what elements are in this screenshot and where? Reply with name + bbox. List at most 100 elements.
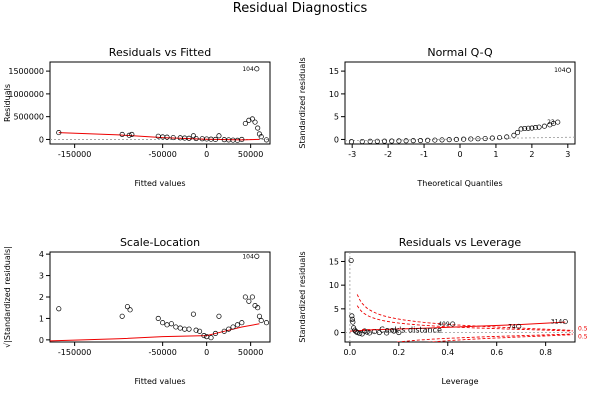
data-point	[216, 133, 222, 139]
data-point	[468, 136, 474, 142]
data-point	[403, 138, 409, 144]
figure-title: Residual Diagnostics	[233, 1, 368, 16]
data-point	[160, 134, 166, 140]
smooth-line	[58, 132, 260, 141]
point-label: 409	[438, 321, 450, 328]
x-tick-label: -150000	[58, 348, 91, 357]
data-point	[160, 320, 166, 326]
x-tick-label: 3	[565, 150, 570, 159]
data-point	[242, 294, 248, 300]
y-tick-label: 5	[334, 305, 339, 314]
data-point	[350, 319, 356, 325]
x-axis-label: Fitted values	[134, 179, 185, 188]
data-point	[164, 322, 170, 328]
y-tick-label: 1500000	[8, 67, 44, 76]
data-point	[425, 137, 431, 143]
y-tick-label: 0	[39, 336, 44, 345]
point-label: 104	[242, 66, 254, 73]
data-point	[348, 139, 355, 144]
data-point	[450, 321, 456, 327]
data-point	[258, 134, 264, 140]
data-point	[514, 130, 521, 136]
x-tick-label: 0	[457, 150, 462, 159]
data-point	[410, 138, 416, 144]
cooks-distance-contour	[426, 334, 573, 342]
x-tick-label: -50000	[148, 150, 176, 159]
panel-title: Residuals vs Fitted	[109, 46, 211, 59]
contour-label: 0.5	[578, 333, 588, 340]
data-point	[354, 329, 360, 336]
data-point	[119, 131, 125, 137]
x-tick-label: 0.4	[441, 348, 454, 357]
point-label: 74	[508, 323, 516, 330]
data-point	[511, 132, 517, 138]
data-point	[263, 320, 270, 326]
y-tick-label: 2	[39, 293, 44, 302]
panel-title: Scale-Location	[120, 236, 200, 249]
y-axis-label: Standardized residuals	[298, 251, 307, 342]
point-label: 314	[551, 319, 563, 326]
data-point	[461, 136, 467, 142]
panel-scale-location: Scale-Location -150000 -50000 0 50000 0 1 2 3 4 Fi…	[3, 236, 271, 386]
data-point	[246, 298, 252, 304]
data-point	[234, 322, 240, 328]
data-point	[384, 330, 390, 336]
data-point	[246, 117, 252, 123]
data-point	[56, 130, 62, 136]
data-point	[255, 125, 261, 131]
data-point	[417, 137, 424, 144]
data-point	[239, 136, 245, 142]
plot-area	[50, 66, 270, 143]
plot-frame	[344, 251, 576, 343]
data-point	[252, 119, 258, 125]
x-tick-label: -3	[348, 150, 356, 159]
data-point	[562, 319, 568, 325]
data-point	[254, 66, 260, 72]
y-tick-label: 0	[334, 329, 339, 338]
x-tick-label: 50000	[238, 150, 263, 159]
data-point	[381, 138, 388, 144]
data-point	[489, 135, 495, 141]
data-point	[212, 330, 218, 336]
data-point	[446, 137, 452, 143]
data-point	[193, 135, 199, 142]
y-tick-label: 0	[39, 135, 44, 144]
data-point	[234, 137, 240, 143]
x-tick-label: -150000	[58, 150, 91, 159]
panel-title: Normal Q-Q	[427, 46, 493, 59]
data-point	[186, 135, 192, 141]
data-point	[351, 325, 357, 331]
y-axis-label: Standardized residuals	[298, 57, 307, 148]
panel-title: Residuals vs Leverage	[399, 236, 522, 249]
cooks-distance-contour	[356, 305, 573, 332]
data-point	[453, 136, 459, 142]
data-point	[555, 119, 561, 125]
x-tick-label: -50000	[148, 348, 176, 357]
point-label: 23	[547, 119, 555, 126]
data-point	[254, 253, 260, 259]
y-tick-label: 15	[329, 67, 339, 76]
data-point	[532, 125, 539, 131]
data-point	[249, 294, 255, 300]
x-tick-label: 0.0	[344, 348, 357, 357]
data-point	[164, 134, 170, 140]
panels: Residuals vs Fitted -150000 -50000 0 50000 0 5…	[3, 46, 588, 386]
y-tick-label: 15	[329, 257, 339, 266]
data-point	[547, 122, 553, 128]
plot-area	[345, 67, 575, 144]
data-point	[208, 335, 214, 341]
data-point	[190, 311, 196, 317]
data-point	[119, 313, 125, 319]
data-point	[536, 124, 542, 130]
data-point	[230, 324, 236, 330]
data-point	[201, 333, 207, 339]
contour-label: 0.5	[578, 325, 588, 332]
data-point	[173, 324, 179, 330]
data-point	[255, 305, 261, 311]
point-label: 104	[554, 67, 566, 74]
x-tick-label: 0.2	[392, 348, 405, 357]
data-point	[239, 320, 245, 326]
data-point	[364, 329, 370, 335]
